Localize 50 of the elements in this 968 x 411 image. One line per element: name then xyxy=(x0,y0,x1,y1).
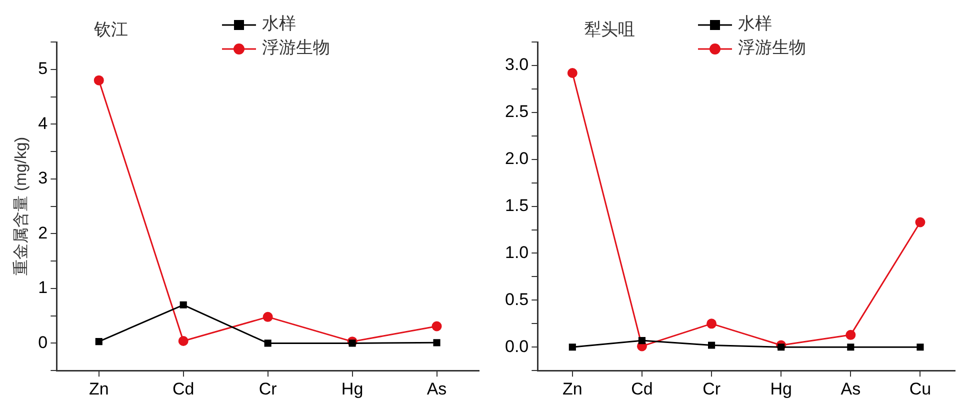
x-tick-label: Zn xyxy=(88,379,109,398)
point xyxy=(567,68,578,78)
y-tick-label: 1 xyxy=(38,278,48,298)
point xyxy=(915,217,926,228)
point xyxy=(568,344,576,351)
point xyxy=(706,318,717,329)
point xyxy=(178,336,188,346)
point xyxy=(95,338,102,346)
point xyxy=(638,337,646,344)
x-tick-label: Cr xyxy=(702,379,721,398)
chart-title: 钦江 xyxy=(94,19,128,41)
x-tick-label: Cd xyxy=(631,379,653,398)
y-tick-label: 2 xyxy=(38,223,48,242)
y-tick-label: 0.5 xyxy=(504,290,529,309)
y-tick-label: 2.0 xyxy=(504,149,529,168)
x-tick-label: Cu xyxy=(909,379,932,398)
x-tick-label: Hg xyxy=(341,379,364,398)
point xyxy=(180,301,187,308)
point xyxy=(916,344,924,351)
x-tick-label: As xyxy=(426,379,447,398)
y-tick-label: 5 xyxy=(38,59,48,78)
point xyxy=(264,340,272,347)
y-tick-label: 1.0 xyxy=(504,242,529,262)
x-tick-label: Cr xyxy=(258,379,278,398)
point xyxy=(432,321,442,332)
y-tick-label: 3 xyxy=(38,168,48,188)
y-tick-label: 0 xyxy=(38,332,48,352)
x-tick-label: Hg xyxy=(770,379,792,398)
y-tick-label: 2.5 xyxy=(504,102,529,122)
y-tick-label: 3.0 xyxy=(504,55,529,74)
point xyxy=(94,75,104,86)
point xyxy=(846,330,856,340)
legend-label: 浮游生物 xyxy=(262,38,330,57)
legend-label: 水样 xyxy=(262,14,296,33)
legend-label: 水样 xyxy=(738,14,772,33)
point xyxy=(433,339,440,346)
x-tick-label: As xyxy=(840,379,861,398)
y-tick-label: 1.5 xyxy=(504,196,529,215)
y-tick-label: 4 xyxy=(38,114,48,133)
x-tick-label: Cd xyxy=(172,379,194,398)
point xyxy=(708,342,716,349)
point xyxy=(847,344,854,351)
chart-title: 犁头咀 xyxy=(584,19,635,41)
x-tick-label: Zn xyxy=(562,379,582,398)
point xyxy=(348,340,356,347)
legend-label: 浮游生物 xyxy=(738,38,806,57)
point xyxy=(262,312,273,322)
y-axis-title: 重金属含量 (mg/kg) xyxy=(12,136,30,276)
point xyxy=(778,344,785,351)
y-tick-label: 0.0 xyxy=(504,336,529,356)
